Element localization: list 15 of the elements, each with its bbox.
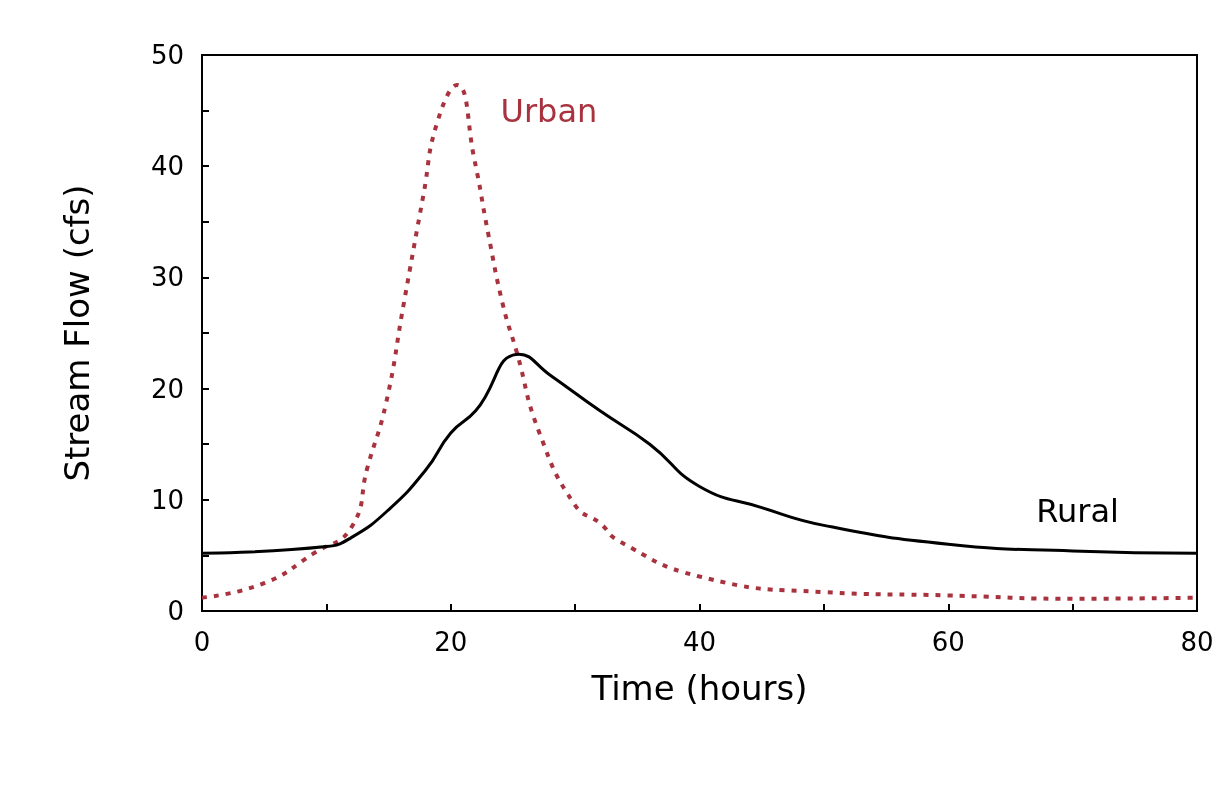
x-tick-label: 40: [682, 627, 717, 657]
x-tick-label: 80: [1180, 627, 1214, 657]
x-tick-label: 0: [193, 627, 211, 657]
y-axis-title: Stream Flow (cfs): [57, 184, 97, 482]
y-tick-label: 10: [150, 484, 184, 515]
series-label: Rural: [1036, 491, 1119, 530]
y-tick-label: 20: [150, 373, 184, 404]
series-label: Urban: [500, 91, 598, 130]
x-tick-label: 20: [434, 627, 468, 657]
y-tick-label: 0: [167, 596, 184, 626]
y-tick-label: 40: [150, 151, 184, 182]
x-tick-label: 60: [931, 627, 965, 657]
y-tick-label: 30: [150, 262, 184, 293]
y-tick-label: 50: [150, 40, 184, 70]
x-axis-title: Time (hours): [590, 668, 808, 708]
